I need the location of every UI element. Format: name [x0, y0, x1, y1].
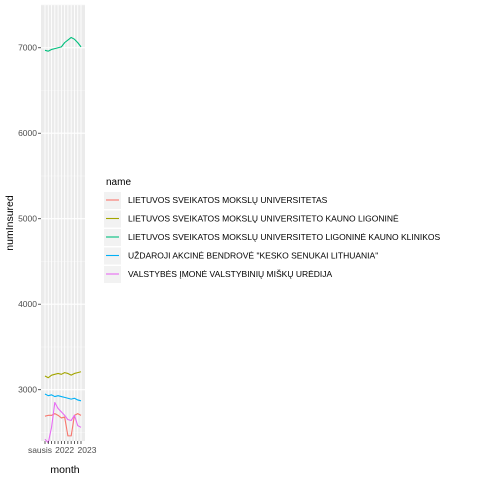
plot-background [41, 5, 85, 441]
legend-label: LIETUVOS SVEIKATOS MOKSLŲ UNIVERSITETO K… [128, 214, 399, 224]
x-axis-title: month [50, 464, 79, 476]
series-lines [44, 36, 82, 444]
legend-label: UŽDAROJI AKCINĖ BENDROVĖ "KESKO SENUKAI … [128, 251, 378, 261]
legend: name LIETUVOS SVEIKATOS MOKSLŲ UNIVERSIT… [104, 177, 441, 283]
y-tick-label: 6000 [18, 128, 37, 138]
x-tick-label: sausis [28, 445, 52, 455]
legend-label: VALSTYBĖS ĮMONĖ VALSTYBINIŲ MIŠKŲ URĖDIJ… [128, 269, 333, 279]
x-tick-label: 2022 [55, 445, 74, 455]
y-tick-label: 5000 [18, 214, 37, 224]
y-tick-label: 4000 [18, 299, 37, 309]
y-axis-title: numInsured [4, 195, 16, 251]
legend-items: LIETUVOS SVEIKATOS MOKSLŲ UNIVERSITETAS L… [104, 192, 441, 283]
series-line [44, 36, 82, 52]
series-line [44, 413, 82, 437]
grid-major [41, 5, 85, 441]
series-line [44, 401, 82, 444]
x-tick-label: 2023 [78, 445, 97, 455]
legend-label: LIETUVOS SVEIKATOS MOKSLŲ UNIVERSITETAS [128, 195, 328, 205]
x-axis: sausis 2022 2023 [28, 441, 97, 455]
series-line [44, 371, 82, 379]
y-tick-label: 3000 [18, 385, 37, 395]
legend-title: name [106, 177, 131, 188]
series-line [44, 393, 82, 402]
y-axis: 3000 4000 5000 6000 7000 [18, 43, 41, 395]
y-tick-label: 7000 [18, 43, 37, 53]
legend-label: LIETUVOS SVEIKATOS MOKSLŲ UNIVERSITETO L… [128, 232, 441, 242]
